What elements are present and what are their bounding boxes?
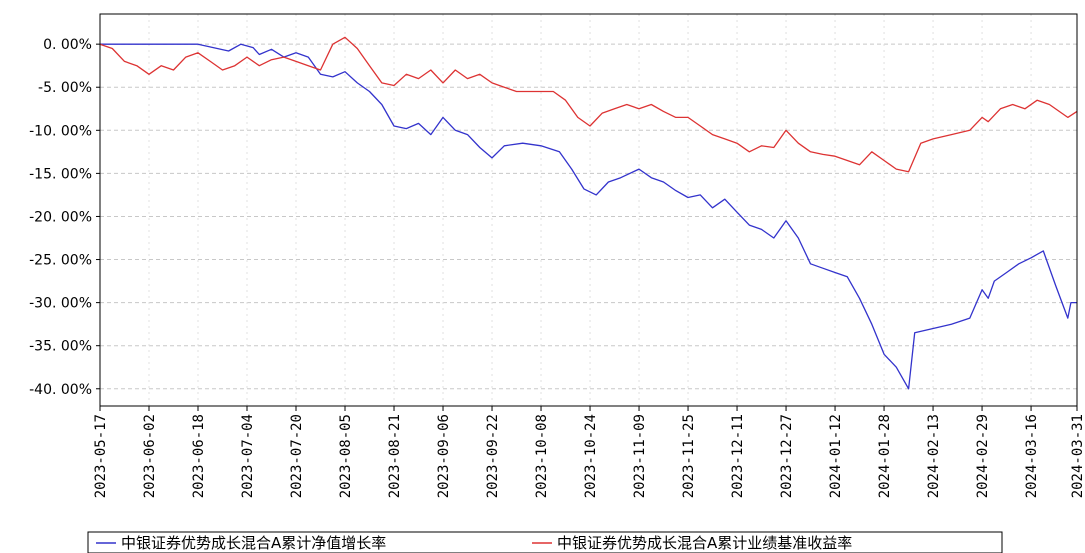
y-axis: 0. 00% -5. 00% -10. 00% -15. 00% -20. 00% -25… xyxy=(29,37,100,398)
legend-label-series-2: 中银证券优势成长混合A累计业绩基准收益率 xyxy=(557,534,852,552)
y-tick-label: -35. 00% xyxy=(29,339,92,355)
x-tick-label: 2023-07-04 xyxy=(240,414,256,498)
legend: 中银证券优势成长混合A累计净值增长率 中银证券优势成长混合A累计业绩基准收益率 xyxy=(87,531,1003,553)
x-tick-label: 2024-01-28 xyxy=(877,414,893,498)
y-tick-label: -20. 00% xyxy=(29,209,92,225)
x-tick-label: 2023-09-22 xyxy=(485,414,501,498)
x-tick-label: 2023-09-06 xyxy=(436,414,452,498)
x-tick-label: 2023-06-18 xyxy=(191,414,207,498)
y-tick-label: 0. 00% xyxy=(43,37,92,53)
x-axis: 2023-05-17 2023-06-02 2023-06-18 2023-07-04… xyxy=(93,406,1085,498)
y-tick-label: -40. 00% xyxy=(29,382,92,398)
x-tick-label: 2023-10-08 xyxy=(534,414,550,498)
grid xyxy=(99,14,1078,406)
x-tick-label: 2023-11-09 xyxy=(632,414,648,498)
x-tick-label: 2023-06-02 xyxy=(142,414,158,498)
x-tick-label: 2024-03-31 xyxy=(1070,414,1085,498)
y-tick-label: -30. 00% xyxy=(29,296,92,312)
x-tick-label: 2023-05-17 xyxy=(93,414,109,498)
x-tick-label: 2023-08-05 xyxy=(338,414,354,498)
x-tick-label: 2023-07-20 xyxy=(289,414,305,498)
y-tick-label: -15. 00% xyxy=(29,166,92,182)
x-tick-label: 2023-12-27 xyxy=(779,414,795,498)
y-tick-label: -10. 00% xyxy=(29,123,92,139)
series-layer xyxy=(99,36,1078,390)
y-tick-label: -25. 00% xyxy=(29,253,92,269)
y-tick-label: -5. 00% xyxy=(38,80,92,96)
x-tick-label: 2023-08-21 xyxy=(387,414,403,498)
x-tick-label: 2023-12-11 xyxy=(730,414,746,498)
x-tick-label: 2023-11-25 xyxy=(681,414,697,498)
x-tick-label: 2023-10-24 xyxy=(583,414,599,498)
series-line-1 xyxy=(100,43,1077,390)
legend-label-series-1: 中银证券优势成长混合A累计净值增长率 xyxy=(121,534,386,552)
series-line-2 xyxy=(99,36,1078,173)
plot-frame xyxy=(99,13,1078,407)
x-tick-label: 2024-01-12 xyxy=(828,414,844,498)
x-tick-label: 2024-03-16 xyxy=(1024,414,1040,498)
x-tick-label: 2024-02-29 xyxy=(975,414,991,498)
x-tick-label: 2024-02-13 xyxy=(926,414,942,498)
